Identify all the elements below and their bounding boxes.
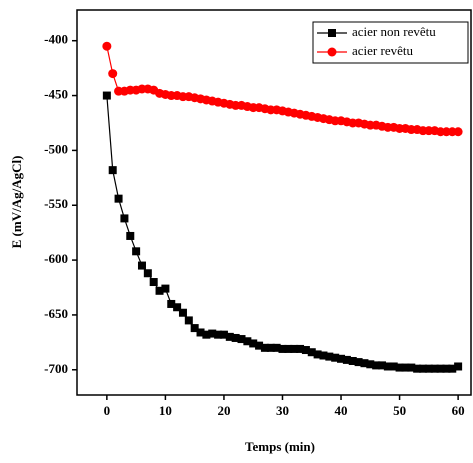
y-tick-label: -600 [44,251,68,266]
data-point [149,278,158,287]
legend-marker [327,47,337,57]
x-tick-label: 50 [393,403,406,418]
data-point [301,346,310,355]
data-point [143,269,152,278]
data-point [360,359,369,368]
data-point [366,360,375,369]
series-line [106,95,459,370]
x-tick-label: 60 [452,403,465,418]
data-point [137,261,146,270]
data-point [378,361,387,370]
legend-label: acier non revêtu [352,24,436,39]
data-point [243,337,252,346]
data-point [108,166,117,175]
x-tick-label: 30 [276,403,289,418]
data-point [342,355,351,364]
data-point [296,344,305,353]
data-point [132,247,141,256]
data-point [453,127,463,137]
data-point [231,333,240,342]
data-point [120,214,129,223]
data-point [190,324,199,333]
data-point [348,356,357,365]
data-point [337,354,346,363]
data-point [272,343,281,352]
data-point [319,351,328,360]
legend-label: acier revêtu [352,43,413,58]
data-point [372,361,381,370]
data-point [395,363,404,372]
y-axis-label: E (mV/Ag/AgCl) [9,156,24,249]
data-point [249,339,258,348]
data-point [278,344,287,353]
data-point [202,330,211,339]
data-point [155,286,164,295]
data-point [237,335,246,344]
data-point [354,358,363,367]
data-point [173,303,182,312]
data-point [331,353,340,362]
legend-box [312,21,469,64]
data-point [196,328,205,337]
data-point [161,284,170,293]
y-tick-label: -700 [44,361,68,376]
data-point [126,231,135,240]
data-point [442,364,451,373]
y-tick-label: -500 [44,141,68,156]
x-tick-label: 20 [217,403,230,418]
x-tick-label: 10 [159,403,172,418]
data-point [313,350,322,359]
data-point [225,332,234,341]
y-tick-label: -400 [44,32,68,47]
data-point [290,344,299,353]
data-point [266,343,275,352]
x-tick-label: 0 [104,403,111,418]
data-point [454,362,463,371]
data-point [383,362,392,371]
data-point [325,352,334,361]
data-point [448,364,457,373]
data-point [208,329,217,338]
y-tick-label: -450 [44,87,68,102]
data-point [401,363,410,372]
legend-marker [328,29,336,37]
data-point [284,344,293,353]
data-point [219,330,228,339]
data-point [436,364,445,373]
data-point [214,330,223,339]
data-point [108,69,118,79]
x-tick-label: 40 [335,403,348,418]
data-point [102,91,111,100]
plot-frame [76,9,472,396]
data-point [114,194,123,203]
data-point [430,364,439,373]
data-point [260,343,269,352]
y-tick-label: -650 [44,306,68,321]
data-point [255,341,264,350]
x-axis-label: Temps (min) [245,439,315,454]
data-point [413,364,422,373]
y-tick-label: -550 [44,196,68,211]
data-point [102,41,112,51]
data-point [167,299,176,308]
data-point [407,363,416,372]
data-point [389,362,398,371]
data-point [424,364,433,373]
data-point [418,364,427,373]
data-point [184,316,193,325]
data-point [178,308,187,317]
data-point [307,348,316,357]
